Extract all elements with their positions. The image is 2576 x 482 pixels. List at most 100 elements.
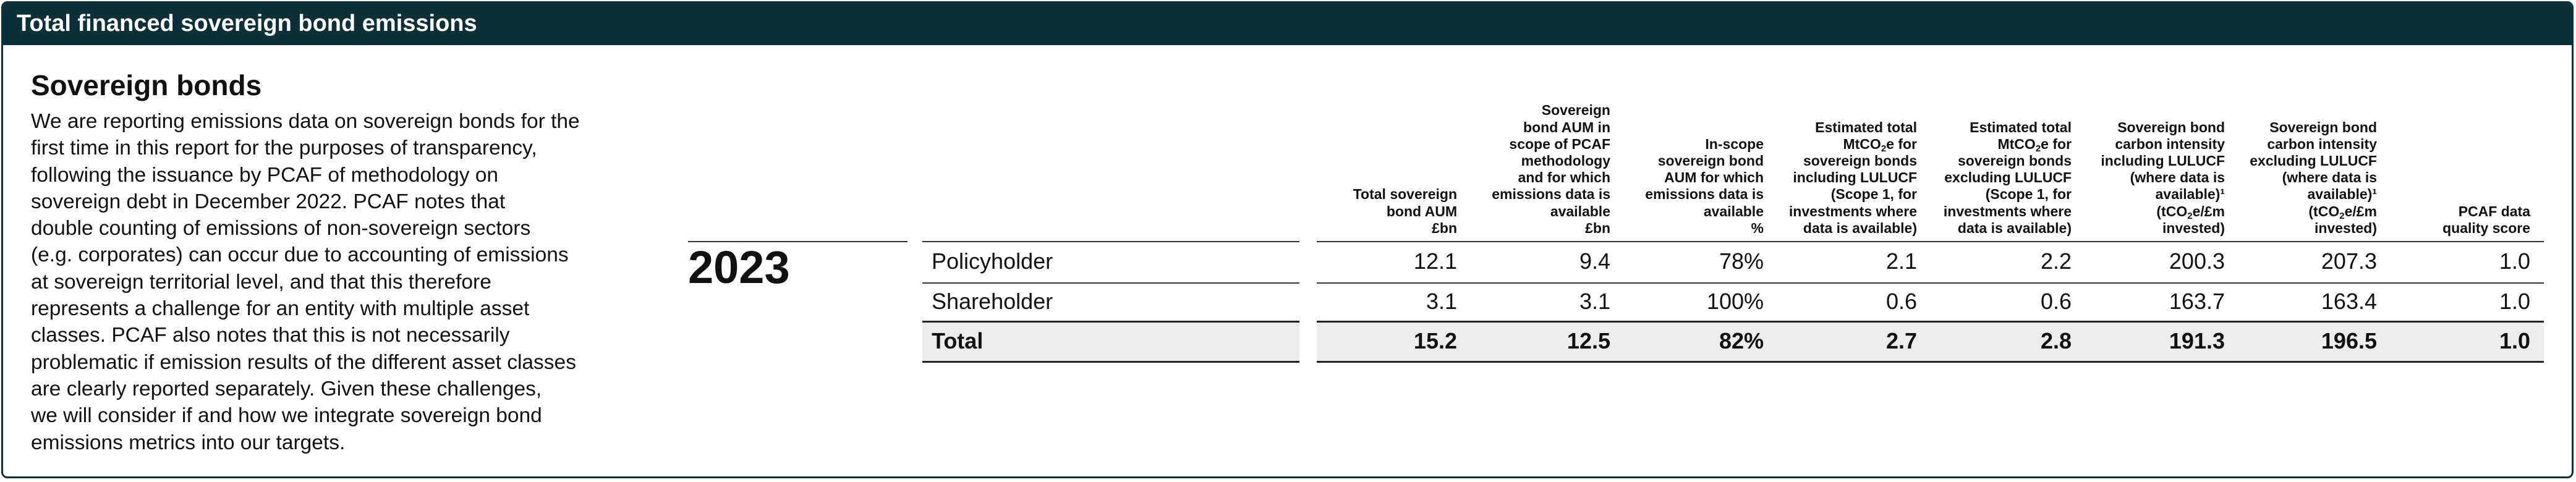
column-header-line: scope of PCAF bbox=[1509, 135, 1610, 152]
table-rule bbox=[1317, 282, 2544, 284]
column-header-line: Sovereign bond bbox=[2269, 119, 2377, 135]
column-header-line: In-scope bbox=[1705, 135, 1764, 152]
column-header-line: (where data is bbox=[2282, 169, 2377, 186]
section-paragraph: We are reporting emissions data on sover… bbox=[31, 108, 649, 456]
column-header-line: Total sovereign bbox=[1353, 186, 1457, 203]
table-rule bbox=[688, 241, 908, 242]
paragraph-line: at sovereign territorial level, and that… bbox=[31, 270, 491, 294]
panel-header: Total financed sovereign bond emissions bbox=[3, 3, 2572, 45]
column-header: Sovereign bond carbon intensity including … bbox=[2077, 70, 2225, 237]
column-header-line: sovereign bonds bbox=[1803, 152, 1917, 169]
paragraph-line: first time in this report for the purpos… bbox=[31, 137, 537, 160]
row-label: Policyholder bbox=[932, 248, 1053, 274]
total-row-bg bbox=[922, 322, 1299, 361]
paragraph-line: emissions metrics into our targets. bbox=[31, 431, 346, 454]
column-header-line: bond AUM bbox=[1386, 203, 1457, 219]
column-header-line: available bbox=[1550, 203, 1610, 219]
table-rule bbox=[922, 321, 1299, 323]
table-rule bbox=[1317, 321, 2544, 323]
paragraph-line: following the issuance by PCAF of method… bbox=[31, 163, 499, 187]
column-header-line: carbon intensity bbox=[2267, 135, 2377, 152]
panel-title: Total financed sovereign bond emissions bbox=[17, 11, 477, 36]
paragraph-line: problematic if emission results of the d… bbox=[31, 350, 576, 374]
table-cell: 1.0 bbox=[2499, 248, 2530, 274]
column-header-line: excluding LULUCF bbox=[2250, 152, 2377, 169]
column-header: PCAF data quality score bbox=[2382, 70, 2530, 237]
table-cell: 0.6 bbox=[2040, 289, 2072, 314]
section-heading: Sovereign bonds bbox=[31, 69, 262, 101]
column-header-line: (tCO2e/£m bbox=[2308, 203, 2377, 221]
column-header-line: quality score bbox=[2442, 219, 2530, 236]
paragraph-line: sovereign debt in December 2022. PCAF no… bbox=[31, 190, 506, 213]
column-header-line: (where data is bbox=[2130, 169, 2225, 186]
table-cell: 3.1 bbox=[1579, 289, 1610, 314]
column-header-line: sovereign bonds bbox=[1957, 152, 2072, 169]
table-rule bbox=[922, 361, 1299, 363]
table-cell: 1.0 bbox=[2499, 289, 2530, 314]
column-header-line: AUM for which bbox=[1664, 169, 1764, 186]
column-header-line: carbon intensity bbox=[2115, 135, 2225, 152]
table-cell: 191.3 bbox=[2169, 328, 2225, 353]
paragraph-line: We are reporting emissions data on sover… bbox=[31, 110, 580, 133]
table-cell: 78% bbox=[1719, 248, 1764, 274]
table-cell: 200.3 bbox=[2169, 248, 2225, 274]
paragraph-line: (e.g. corporates) can occur due to accou… bbox=[31, 243, 569, 267]
table-cell: 9.4 bbox=[1579, 248, 1610, 274]
table-cell: 2.7 bbox=[1885, 328, 1917, 353]
table-cell: 82% bbox=[1719, 328, 1764, 353]
table-cell: 1.0 bbox=[2499, 328, 2530, 353]
total-row-label: Total bbox=[932, 328, 984, 353]
column-header-line: Estimated total bbox=[1815, 119, 1917, 135]
table-cell: 0.6 bbox=[1885, 289, 1917, 314]
paragraph-line: double counting of emissions of non-sove… bbox=[31, 217, 531, 240]
column-header-line: available)¹ bbox=[2155, 186, 2225, 203]
total-row-bg bbox=[1317, 322, 2544, 361]
paragraph-line: we will consider if and how we integrate… bbox=[31, 404, 542, 428]
column-header-line: available)¹ bbox=[2307, 186, 2378, 203]
column-header: Sovereign bond AUM in scope of PCAF methodo… bbox=[1462, 70, 1610, 237]
column-header-line: % bbox=[1751, 219, 1764, 236]
column-header-line: sovereign bond bbox=[1657, 152, 1764, 169]
column-header-line: MtCO2e for bbox=[1843, 135, 1917, 154]
column-header-line: and for which bbox=[1518, 169, 1611, 186]
paragraph-line: classes. PCAF also notes that this is no… bbox=[31, 324, 510, 347]
column-header-line: excluding LULUCF bbox=[1944, 169, 2072, 186]
column-header-line: PCAF data bbox=[2458, 203, 2530, 219]
column-header-line: methodology bbox=[1521, 152, 1610, 169]
table-cell: 3.1 bbox=[1426, 289, 1457, 314]
column-header-line: £bn bbox=[1432, 219, 1457, 236]
column-header-line: including LULUCF bbox=[2101, 152, 2225, 169]
column-header-line: Sovereign bond bbox=[2117, 119, 2225, 135]
column-header-line: bond AUM in bbox=[1523, 119, 1610, 135]
table-cell: 163.4 bbox=[2321, 289, 2377, 314]
column-header-line: Sovereign bbox=[1541, 102, 1610, 119]
table-cell: 12.5 bbox=[1566, 328, 1610, 353]
column-header: Sovereign bond carbon intensity excluding … bbox=[2229, 70, 2377, 237]
column-header-line: (Scope 1, for bbox=[1985, 186, 2072, 203]
column-header-line: investments where bbox=[1943, 203, 2072, 219]
paragraph-line: are clearly reported separately. Given t… bbox=[31, 377, 542, 400]
row-label: Shareholder bbox=[932, 289, 1053, 314]
table-cell: 2.1 bbox=[1885, 248, 1917, 274]
table-cell: 163.7 bbox=[2169, 289, 2225, 314]
column-header-line: invested) bbox=[2315, 219, 2377, 236]
table-rule bbox=[1317, 361, 2544, 363]
column-header: In-scope sovereign bond AUM for which emiss… bbox=[1615, 70, 1764, 237]
table-cell: 196.5 bbox=[2321, 328, 2377, 353]
column-header-line: available bbox=[1703, 203, 1764, 219]
table-rule bbox=[922, 241, 1299, 242]
column-header: Total sovereign bond AUM £bn bbox=[1309, 70, 1457, 237]
column-header-line: MtCO2e for bbox=[1997, 135, 2072, 154]
column-header-line: data is available) bbox=[1803, 219, 1917, 236]
column-header-line: (tCO2e/£m bbox=[2156, 203, 2225, 221]
column-header-line: £bn bbox=[1585, 219, 1610, 236]
column-header: Estimated total MtCO2e for sovereign bonds… bbox=[1769, 70, 1917, 237]
table-cell: 2.8 bbox=[2040, 328, 2072, 353]
column-header-line: emissions data is bbox=[1492, 186, 1610, 203]
column-header-line: emissions data is bbox=[1645, 186, 1764, 203]
table-cell: 15.2 bbox=[1413, 328, 1457, 353]
column-header: Estimated total MtCO2e for sovereign bonds… bbox=[1923, 70, 2072, 237]
column-header-line: investments where bbox=[1788, 203, 1917, 219]
table-rule bbox=[922, 282, 1299, 284]
